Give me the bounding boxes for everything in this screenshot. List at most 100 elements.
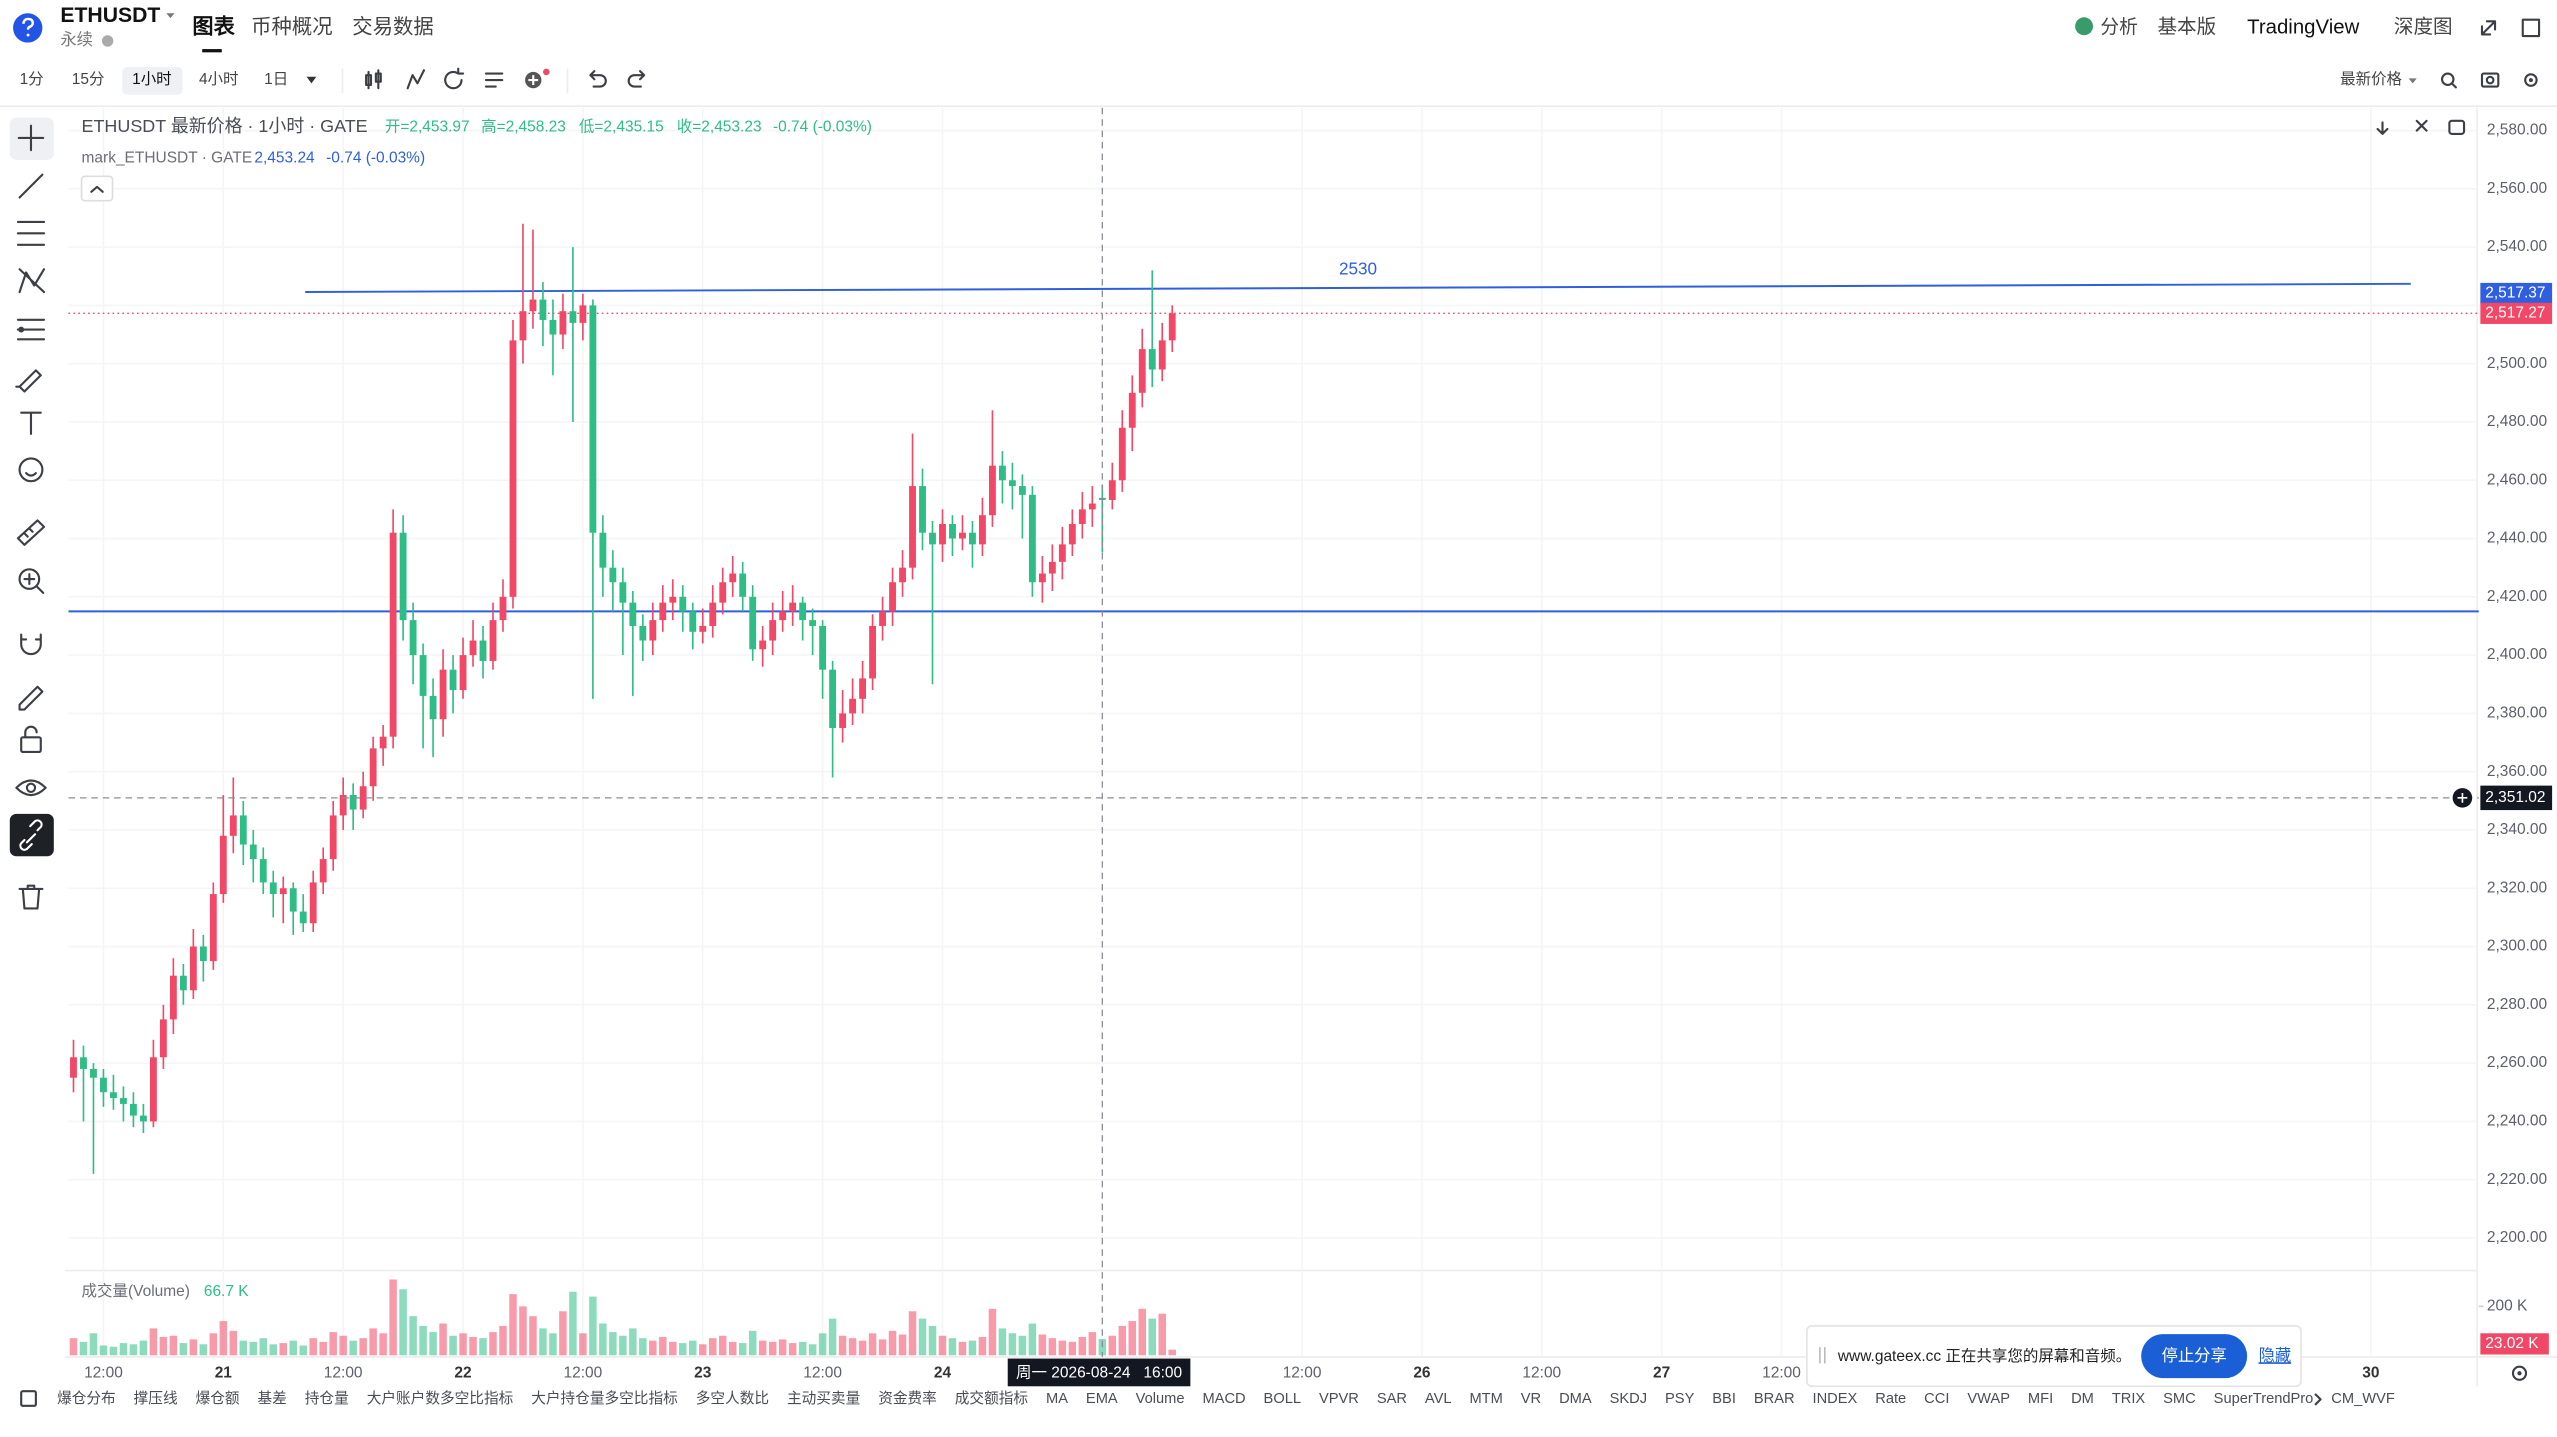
template-icon[interactable] <box>484 72 504 88</box>
interval[interactable]: 1分 <box>20 70 44 88</box>
brush-tool[interactable] <box>15 369 42 393</box>
chart-type-icon[interactable] <box>365 69 382 90</box>
tab[interactable]: 交易数据 <box>352 15 434 38</box>
interval-dropdown[interactable] <box>306 76 317 84</box>
replay-icon[interactable] <box>444 67 465 90</box>
indicator[interactable]: EMA <box>1086 1391 1118 1407</box>
pane-down-icon[interactable] <box>2376 121 2389 135</box>
stop-share-label[interactable]: 停止分享 <box>2162 1347 2227 1365</box>
indicator[interactable]: SuperTrendPro <box>2214 1391 2314 1407</box>
delete-tool[interactable] <box>18 884 44 910</box>
pane-collapse-icon[interactable] <box>2415 119 2428 132</box>
header-link[interactable]: 深度图 <box>2394 16 2453 38</box>
candle-body <box>1018 486 1026 495</box>
calendar-icon[interactable] <box>20 1390 37 1407</box>
indicator[interactable]: CM_WVF <box>2331 1391 2395 1407</box>
search-icon[interactable] <box>2440 72 2455 87</box>
indicator[interactable]: VPVR <box>1319 1391 1359 1407</box>
interval[interactable]: 1小时 <box>132 70 172 88</box>
window-icon[interactable] <box>2521 18 2541 38</box>
header-link[interactable]: 基本版 <box>2157 16 2216 38</box>
link-tool[interactable] <box>19 819 43 851</box>
indicator[interactable]: CCI <box>1924 1391 1949 1407</box>
indicator[interactable]: INDEX <box>1813 1391 1858 1407</box>
undo-icon[interactable] <box>589 70 607 88</box>
indicator[interactable]: VR <box>1521 1391 1541 1407</box>
indicator[interactable]: MA <box>1046 1391 1068 1407</box>
indicator[interactable]: DM <box>2071 1391 2094 1407</box>
indicator[interactable]: MFI <box>2028 1391 2053 1407</box>
indicator[interactable]: SAR <box>1377 1391 1407 1407</box>
lock-tool[interactable] <box>20 736 42 753</box>
interval[interactable]: 15分 <box>72 70 105 88</box>
plot-area: 12:00 21 12:00 22 12:00 23 12:00 24 12:00 26 12:00… <box>68 107 2553 1387</box>
candle-body <box>219 835 227 895</box>
price-source[interactable]: 最新价格 <box>2340 70 2402 88</box>
collapse-button[interactable] <box>80 175 114 202</box>
indicator[interactable]: BBI <box>1712 1391 1736 1407</box>
lock-drawing-tool[interactable] <box>18 685 44 711</box>
indicator[interactable]: MTM <box>1469 1391 1502 1407</box>
indicator[interactable]: 主动买卖量 <box>787 1390 860 1407</box>
legend-ohlc: 低=2,435.15 <box>579 117 664 135</box>
indicator[interactable]: 撑压线 <box>134 1390 178 1407</box>
indicator[interactable]: 爆仓分布 <box>57 1390 116 1407</box>
text-tool[interactable] <box>20 411 42 435</box>
indicator-icon[interactable] <box>406 69 426 90</box>
indicator[interactable]: VWAP <box>1967 1391 2010 1407</box>
symbol-dropdown[interactable] <box>166 13 175 19</box>
redo-icon[interactable] <box>627 70 646 88</box>
interval[interactable]: 4小时 <box>199 70 239 88</box>
tab[interactable]: 币种概况 <box>251 15 333 38</box>
settings-icon[interactable] <box>2524 73 2538 87</box>
info-icon[interactable] <box>101 35 114 47</box>
volume-bar <box>768 1341 777 1356</box>
indicator[interactable]: SMC <box>2163 1391 2196 1407</box>
indicator[interactable]: PSY <box>1665 1391 1695 1407</box>
indicator[interactable]: Volume <box>1136 1391 1185 1407</box>
indicator[interactable]: 多空人数比 <box>696 1390 769 1407</box>
indicator[interactable]: 爆仓额 <box>196 1390 240 1407</box>
indicator[interactable]: Rate <box>1875 1391 1906 1407</box>
indicator[interactable]: 持仓量 <box>305 1390 349 1407</box>
stop-share-button[interactable] <box>2141 1334 2248 1379</box>
indicator[interactable]: AVL <box>1425 1391 1452 1407</box>
indicator[interactable]: DMA <box>1559 1391 1592 1407</box>
indicator[interactable]: 资金费率 <box>878 1390 937 1407</box>
volume-bar <box>758 1340 767 1356</box>
trendline-tool[interactable] <box>18 173 44 199</box>
ruler-tool[interactable] <box>16 519 46 546</box>
axis-settings[interactable] <box>2511 1365 2528 1381</box>
symbol[interactable]: ETHUSDT <box>60 4 160 27</box>
indicator[interactable]: 成交额指标 <box>955 1389 1029 1407</box>
pattern-tool[interactable] <box>18 268 46 294</box>
header-link[interactable]: 分析 <box>2100 16 2138 37</box>
crosshair-tool[interactable] <box>17 124 45 152</box>
pane-maximize-icon[interactable] <box>2448 119 2466 135</box>
visibility-tool[interactable] <box>15 779 47 797</box>
fullscreen-icon[interactable] <box>2480 20 2497 36</box>
channel-tool[interactable] <box>16 220 46 246</box>
indicator[interactable]: SKDJ <box>1610 1391 1647 1407</box>
add-alert-glyph <box>2457 792 2468 803</box>
header-link[interactable]: TradingView <box>2247 16 2359 38</box>
indicator[interactable]: BRAR <box>1754 1391 1795 1407</box>
candle-body <box>299 911 307 924</box>
camera-icon[interactable] <box>2480 72 2500 88</box>
more-indicators[interactable] <box>2314 1393 2322 1406</box>
indicator[interactable]: MACD <box>1202 1391 1245 1407</box>
indicator[interactable]: 大户持仓量多空比指标 <box>531 1390 678 1407</box>
magnet-tool[interactable] <box>20 633 42 656</box>
zoom-tool[interactable] <box>18 568 41 590</box>
candle-body <box>969 532 976 545</box>
hide-link[interactable]: 隐藏 <box>2259 1347 2292 1365</box>
indicator[interactable]: 基差 <box>257 1390 286 1407</box>
candle-body <box>359 786 367 810</box>
emoji-tool[interactable] <box>18 457 44 483</box>
indicator[interactable]: BOLL <box>1264 1391 1301 1407</box>
tab[interactable]: 图表 <box>192 14 235 38</box>
interval[interactable]: 1日 <box>264 71 288 88</box>
indicator[interactable]: 大户账户数多空比指标 <box>367 1390 514 1407</box>
indicator[interactable]: TRIX <box>2112 1391 2146 1407</box>
price-source-dropdown[interactable] <box>2408 78 2417 84</box>
